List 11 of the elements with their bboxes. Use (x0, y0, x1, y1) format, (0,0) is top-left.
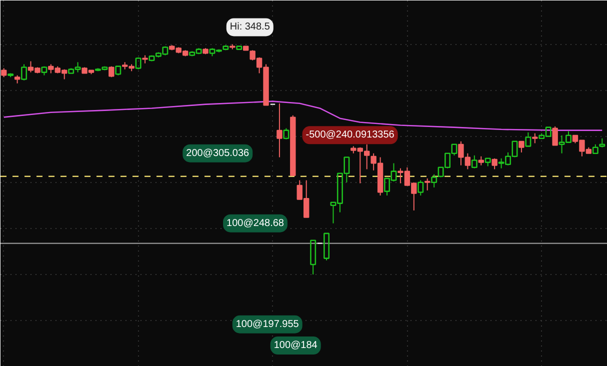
annotation: 100@248.68 (226, 218, 284, 229)
candlestick (310, 240, 316, 275)
candlestick (518, 140, 524, 153)
candlestick (243, 46, 249, 51)
text: 100@184 (274, 340, 318, 352)
annotation: -500@240.0913356 (306, 130, 395, 141)
text: Hi: 348.5 (230, 22, 270, 33)
candlestick (276, 102, 282, 158)
candlestick (236, 46, 242, 50)
text: 100@197.955 (236, 318, 300, 330)
annotation: 200@305.036 (186, 148, 250, 159)
